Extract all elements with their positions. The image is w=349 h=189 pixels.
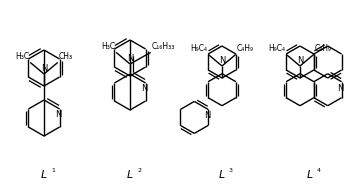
Text: H₃C: H₃C (15, 52, 29, 61)
Text: N: N (55, 110, 62, 119)
Text: N: N (41, 64, 47, 73)
Text: L: L (219, 170, 225, 180)
Text: N: N (337, 84, 344, 93)
Text: H₃C: H₃C (101, 42, 115, 51)
Text: H₉C₄: H₉C₄ (190, 44, 207, 53)
Text: L: L (307, 170, 313, 180)
Text: 2: 2 (137, 167, 141, 173)
Text: N: N (297, 56, 303, 65)
Text: 1: 1 (51, 167, 55, 173)
Text: C₄H₉: C₄H₉ (237, 44, 254, 53)
Text: N: N (219, 56, 225, 65)
Text: C₁₆H₃₃: C₁₆H₃₃ (152, 42, 175, 51)
Text: 4: 4 (317, 167, 321, 173)
Text: H₉C₄: H₉C₄ (268, 44, 285, 53)
Text: L: L (127, 170, 133, 180)
Text: N: N (204, 112, 210, 120)
Text: C₄H₉: C₄H₉ (315, 44, 332, 53)
Text: N: N (141, 84, 148, 93)
Text: N: N (127, 54, 133, 63)
Text: L: L (41, 170, 47, 180)
Text: 3: 3 (229, 167, 233, 173)
Text: CH₃: CH₃ (59, 52, 73, 61)
